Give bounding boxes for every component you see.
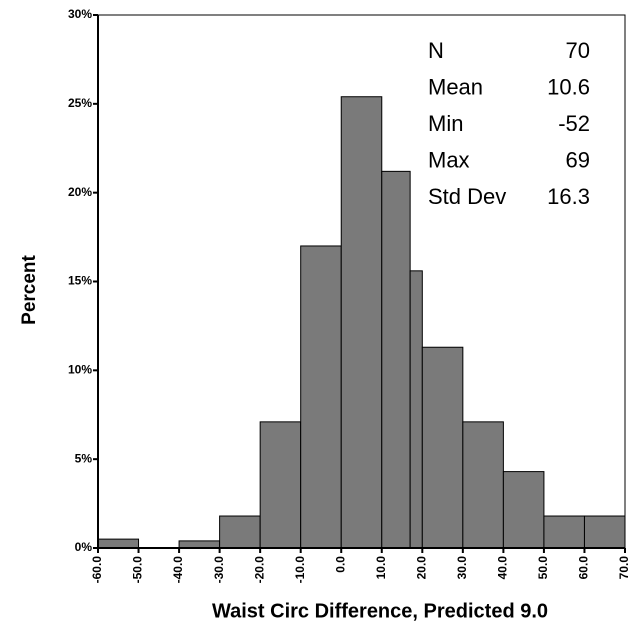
- bar: [409, 270, 423, 549]
- stat-label: Min: [428, 111, 463, 136]
- x-tick-label: 30.0: [455, 556, 469, 580]
- stat-value: 70: [566, 38, 590, 63]
- x-tick-label: 40.0: [496, 556, 510, 580]
- bar: [300, 245, 342, 549]
- stat-label: Mean: [428, 74, 483, 99]
- bar: [421, 346, 464, 549]
- bar: [97, 538, 140, 549]
- y-tick-label: 15%: [68, 274, 92, 288]
- x-tick-label: 70.0: [617, 556, 631, 580]
- y-tick-label: 0%: [75, 540, 93, 554]
- x-tick-label: -20.0: [252, 556, 266, 584]
- x-tick-label: -30.0: [212, 556, 226, 584]
- stat-value: 69: [566, 147, 590, 172]
- stat-label: Std Dev: [428, 184, 506, 209]
- x-tick-label: 50.0: [536, 556, 550, 580]
- x-tick-label: 20.0: [414, 556, 428, 580]
- bar: [543, 515, 585, 549]
- stat-value: -52: [558, 111, 590, 136]
- bar: [462, 421, 504, 549]
- y-axis-label: Percent: [19, 254, 40, 324]
- x-tick-label: -50.0: [131, 556, 145, 584]
- stat-value: 16.3: [547, 184, 590, 209]
- y-tick-label: 5%: [75, 451, 93, 465]
- stat-label: N: [428, 38, 444, 63]
- bar: [340, 96, 383, 549]
- y-tick-label: 10%: [68, 363, 92, 377]
- stat-label: Max: [428, 147, 470, 172]
- x-tick-label: 10.0: [374, 556, 388, 580]
- x-tick-label: -40.0: [171, 556, 185, 584]
- stat-value: 10.6: [547, 74, 590, 99]
- bar: [583, 515, 626, 549]
- y-tick-label: 30%: [68, 7, 92, 21]
- bar: [178, 540, 221, 549]
- bar: [219, 515, 261, 549]
- bar: [502, 471, 545, 549]
- x-tick-label: 60.0: [577, 556, 591, 580]
- y-tick-label: 25%: [68, 96, 92, 110]
- x-tick-label: -60.0: [90, 556, 104, 584]
- bar: [259, 421, 302, 549]
- y-tick-label: 20%: [68, 185, 92, 199]
- x-tick-label: 0.0: [333, 556, 347, 573]
- x-axis-label: Waist Circ Difference, Predicted 9.0: [212, 600, 548, 622]
- bar: [381, 170, 411, 549]
- x-tick-label: -10.0: [293, 556, 307, 584]
